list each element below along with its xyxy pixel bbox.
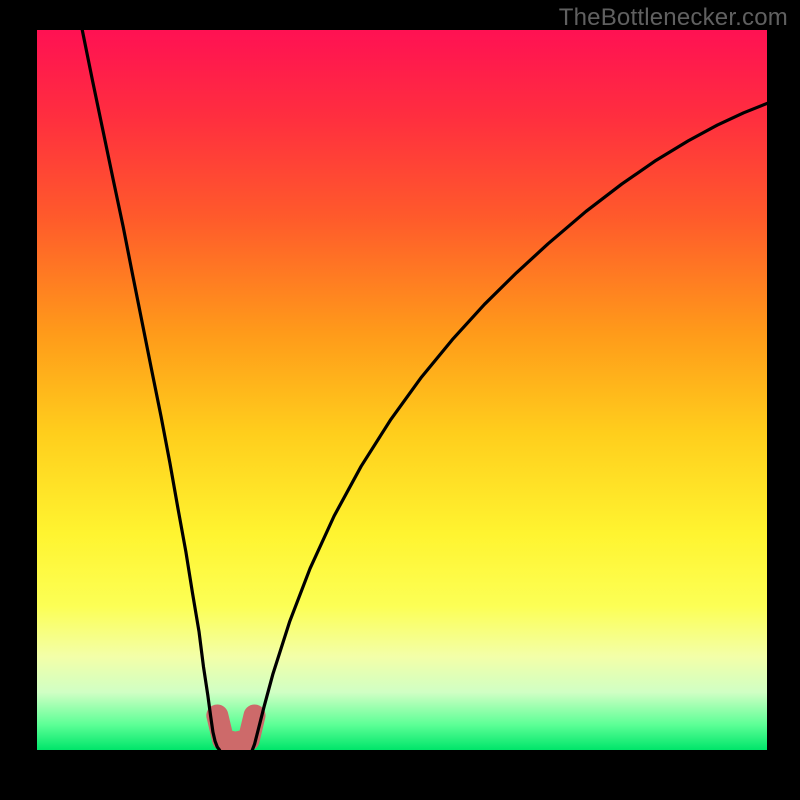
figure-container: TheBottlenecker.com <box>0 0 800 800</box>
gradient-background <box>37 30 767 750</box>
watermark-text: TheBottlenecker.com <box>559 4 788 32</box>
bottleneck-curve-plot <box>0 0 800 800</box>
